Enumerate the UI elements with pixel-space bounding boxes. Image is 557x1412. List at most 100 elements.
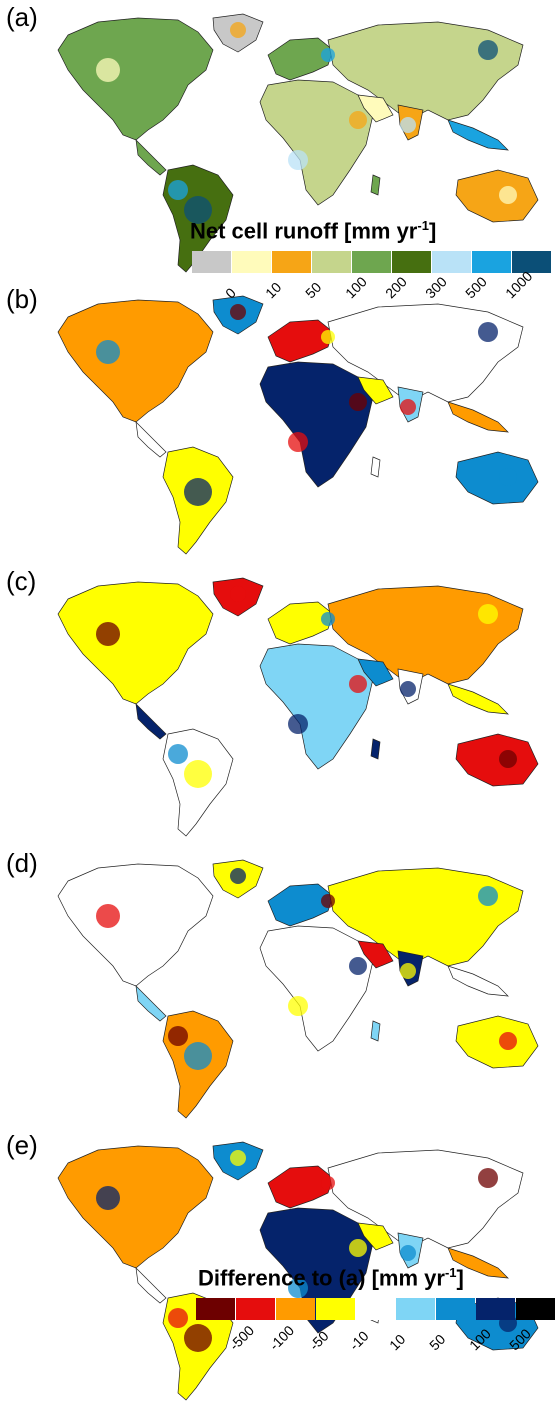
continent-north-america [57,1145,214,1269]
map-pattern-patch [168,744,188,764]
map-pattern-patch [184,478,212,506]
legend-swatch [196,1298,235,1320]
continent-arabia [357,658,394,687]
map-pattern-patch [230,868,246,884]
legend-swatch [432,251,471,273]
map-pattern-patch [400,681,416,697]
continent-north-america [57,299,214,423]
panel-label: (d) [6,848,38,878]
map-pattern-patch [96,58,120,82]
map-pattern-patch [288,1278,308,1298]
continent-australia [455,733,539,787]
continent-central-america [135,1267,167,1304]
legend-swatch [316,1298,355,1320]
continent-central-america [135,139,167,176]
continent-asia [327,21,524,121]
panel-label: (b) [6,284,38,314]
legend-swatch [436,1298,475,1320]
continent-australia [455,451,539,505]
map-pattern-patch [96,904,120,928]
map-pattern-patch [321,894,335,908]
map-pattern-patch [499,186,517,204]
continent-africa [259,361,374,488]
map-panel: (c) [0,564,557,846]
panel-label: (e) [6,1130,38,1160]
map-pattern-patch [400,963,416,979]
map-pattern-patch [349,111,367,129]
map-panel: (b) [0,282,557,564]
map-pattern-patch [184,760,212,788]
legend-swatch [352,251,391,273]
runoff-legend-title-text: Net cell runoff [mm yr [190,218,418,244]
map-pattern-patch [288,150,308,170]
map-pattern-patch [184,1324,212,1352]
map-pattern-patch [499,750,517,768]
continent-central-america [135,421,167,458]
map-pattern-patch [478,40,498,60]
continent-se-asia [447,683,509,715]
continent-central-america [135,985,167,1022]
continent-asia [327,867,524,967]
legend-swatch [476,1298,515,1320]
map-pattern-patch [184,196,212,224]
runoff-legend-title: Net cell runoff [mm yr-1] [190,218,436,244]
map-pattern-patch [349,957,367,975]
continent-madagascar [370,174,381,196]
continent-madagascar [370,456,381,478]
map-pattern-patch [96,340,120,364]
panel-label: (c) [6,566,37,596]
continent-africa [259,79,374,206]
map-pattern-patch [478,1168,498,1188]
continent-se-asia [447,119,509,151]
map-pattern-patch [288,432,308,452]
map-pattern-patch [288,996,308,1016]
runoff-legend-title-end: ] [428,218,437,244]
legend-swatch [192,251,231,273]
continent-madagascar [370,738,381,760]
continent-se-asia [447,401,509,433]
map-pattern-patch [321,330,335,344]
continent-australia [455,169,539,223]
map-panel: (a) [0,0,557,282]
map-pattern-patch [321,48,335,62]
map-pattern-patch [499,1032,517,1050]
continent-central-america [135,703,167,740]
continent-arabia [357,1222,394,1251]
continent-arabia [357,94,394,123]
map-pattern-patch [321,1176,335,1190]
map-pattern-patch [288,714,308,734]
map-pattern-patch [349,393,367,411]
continent-europe [267,319,334,363]
legend-swatch [512,251,551,273]
map-pattern-patch [478,322,498,342]
map-pattern-patch [349,1239,367,1257]
map-pattern-patch [230,1150,246,1166]
map-pattern-patch [168,180,188,200]
continent-arabia [357,376,394,405]
world-map [57,13,539,273]
map-pattern-patch [499,468,517,486]
map-pattern-patch [321,612,335,626]
difference-legend-title-end: ] [456,1265,464,1291]
continent-asia [327,585,524,685]
map-panel: (d) [0,846,557,1128]
map-pattern-patch [96,1186,120,1210]
world-map [57,577,539,837]
map-pattern-patch [400,117,416,133]
map-pattern-patch [168,1026,188,1046]
legend-swatch [472,251,511,273]
continent-europe [267,37,334,81]
map-pattern-patch [184,1042,212,1070]
continent-se-asia [447,965,509,997]
legend-swatch [236,1298,275,1320]
continent-arabia [357,940,394,969]
map-pattern-patch [230,586,246,602]
difference-legend-title-sup: -1 [444,1265,457,1280]
legend-swatch [396,1298,435,1320]
map-pattern-patch [168,462,188,482]
continent-europe [267,1165,334,1209]
map-pattern-patch [230,22,246,38]
continent-north-america [57,581,214,705]
difference-legend-title: Difference to (a) [mm yr-1] [198,1265,464,1291]
legend-swatch [516,1298,555,1320]
